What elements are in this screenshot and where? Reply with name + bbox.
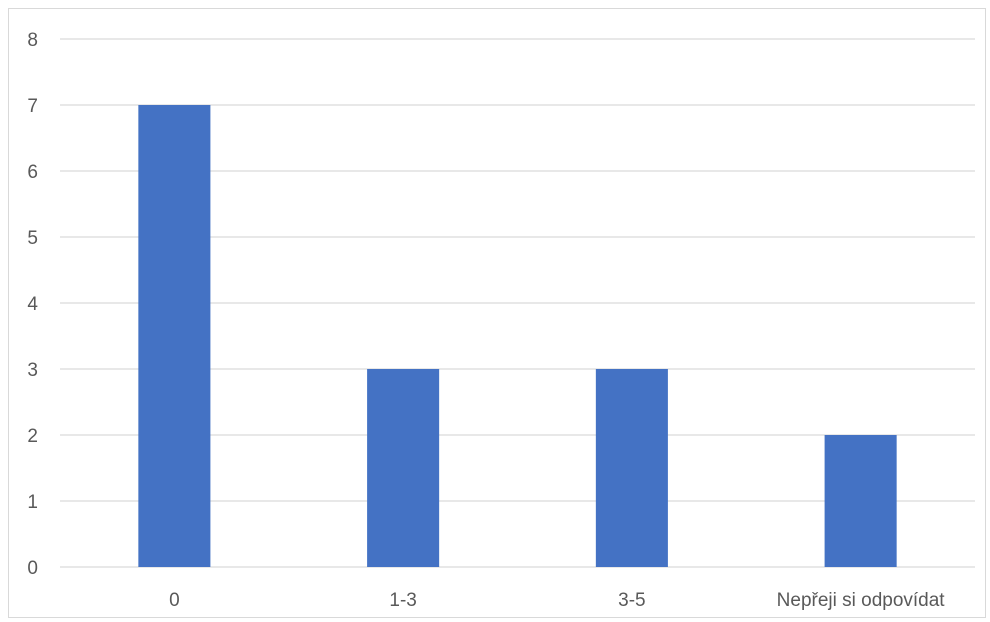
x-tick-label: 3-5 [618, 590, 645, 611]
y-axis-tick-labels: 0 1 2 3 4 5 6 7 8 [27, 30, 38, 579]
bar-4 [824, 435, 897, 567]
y-tick-label: 6 [27, 162, 38, 183]
y-tick-label: 5 [27, 228, 38, 249]
x-tick-label: Nepřeji si odpovídat [777, 590, 946, 611]
bars [138, 105, 897, 567]
y-tick-label: 4 [27, 294, 38, 315]
y-tick-label: 8 [27, 30, 38, 51]
y-tick-label: 3 [27, 360, 38, 381]
y-tick-label: 2 [27, 426, 38, 447]
bar-3 [595, 369, 668, 567]
gridlines [60, 38, 975, 568]
y-tick-label: 1 [27, 492, 38, 513]
y-tick-label: 7 [27, 96, 38, 117]
bar-1 [138, 105, 211, 567]
x-axis-tick-labels: 0 1-3 3-5 Nepřeji si odpovídat [169, 590, 945, 611]
bar-2 [367, 369, 440, 567]
x-tick-label: 1-3 [389, 590, 416, 611]
y-tick-label: 0 [27, 558, 38, 579]
x-tick-label: 0 [169, 590, 180, 611]
